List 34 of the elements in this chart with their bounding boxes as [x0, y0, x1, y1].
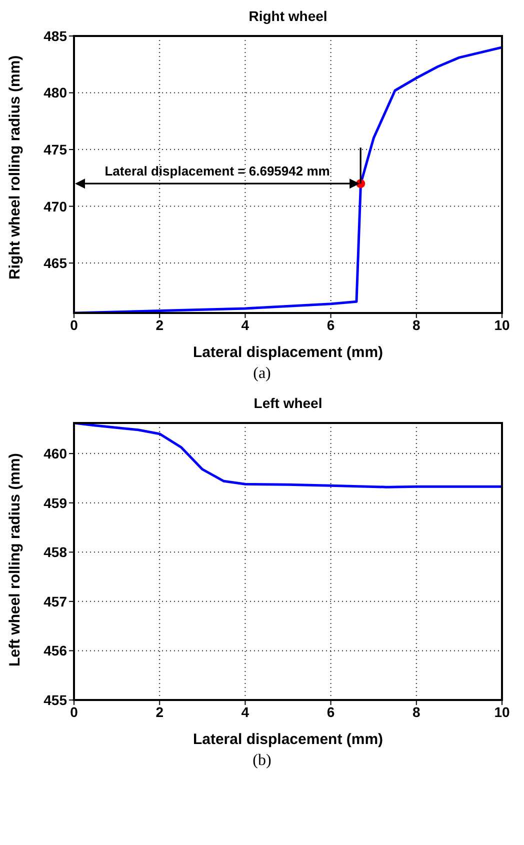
y-tick-label: 480: [44, 84, 68, 101]
x-tick-label: 2: [156, 316, 164, 333]
line-series: [74, 423, 502, 488]
text: (b): [252, 752, 272, 770]
line-series: [74, 46, 502, 313]
chart-title: Left wheel: [252, 395, 324, 413]
x-tick-label: 10: [494, 704, 510, 720]
x-tick-label: 2: [156, 704, 164, 720]
x-tick-label: 8: [412, 704, 420, 720]
x-tick-label: 6: [326, 316, 335, 333]
x-tick-label: 0: [70, 316, 78, 333]
y-tick-label: 456: [44, 642, 68, 659]
x-tick-label: 8: [412, 316, 420, 333]
text: (a): [252, 365, 272, 383]
x-tick-label: 0: [70, 704, 78, 720]
y-tick-label: 460: [44, 446, 68, 462]
y-tick-label: 475: [44, 141, 68, 158]
y-tick-label: 459: [44, 494, 68, 511]
x-axis-title: Lateral displacement (mm): [192, 344, 384, 361]
x-tick-label: 4: [241, 316, 250, 333]
y-tick-label: 457: [44, 593, 68, 610]
chart-title: Right wheel: [248, 8, 328, 26]
annotation: Lateral displacement = 6.695942 mm: [104, 164, 330, 179]
x-tick-label: 10: [494, 316, 510, 333]
y-axis-title: Right wheel rolling radius (mm): [6, 55, 24, 280]
y-tick-label: 458: [44, 544, 68, 560]
y-axis-title: Left wheel rolling radius (mm): [6, 453, 24, 666]
y-tick-label: 465: [44, 255, 68, 272]
y-tick-label: 470: [44, 198, 68, 214]
y-tick-label: 455: [44, 692, 68, 708]
x-axis-title: Lateral displacement (mm): [192, 731, 384, 748]
y-tick-label: 485: [44, 28, 68, 44]
x-tick-label: 6: [326, 704, 335, 720]
x-tick-label: 4: [241, 704, 250, 720]
